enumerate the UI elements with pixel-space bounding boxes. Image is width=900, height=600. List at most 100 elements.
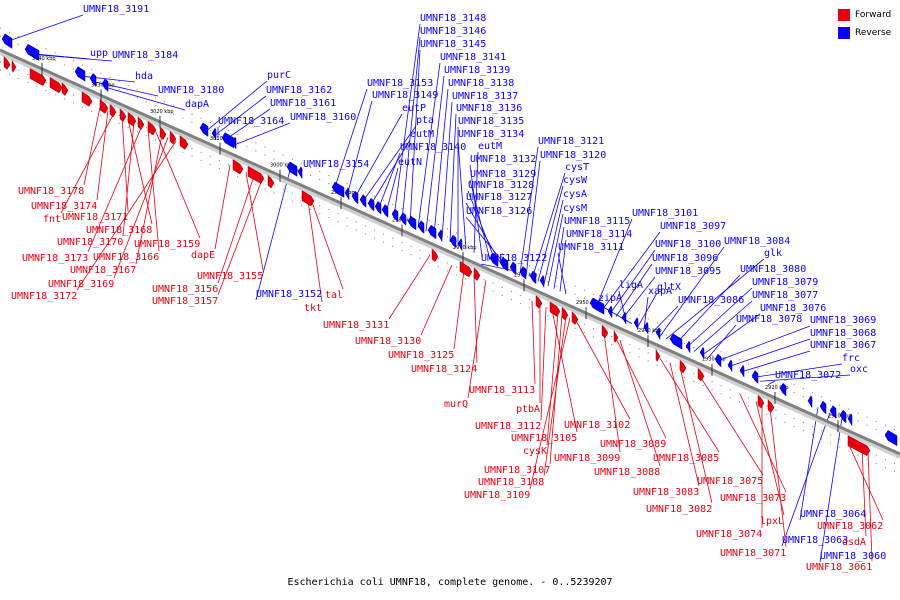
forward-gene-label[interactable]: UMNF18_3125 bbox=[388, 350, 454, 361]
reverse-gene[interactable] bbox=[829, 405, 837, 419]
reverse-gene-label[interactable]: UMNF18_3140 bbox=[400, 142, 466, 153]
forward-gene-label[interactable]: UMNF18_3170 bbox=[57, 237, 123, 248]
reverse-gene[interactable] bbox=[297, 166, 303, 180]
reverse-gene-label[interactable]: UMNF18_3139 bbox=[444, 65, 510, 76]
forward-gene-label[interactable]: UMNF18_3102 bbox=[564, 420, 630, 431]
reverse-gene[interactable] bbox=[819, 400, 827, 415]
reverse-gene-label[interactable]: hda bbox=[135, 71, 153, 82]
reverse-gene-label[interactable]: glk bbox=[764, 248, 782, 259]
forward-gene[interactable] bbox=[61, 82, 69, 96]
reverse-gene-label[interactable]: UMNF18_3153 bbox=[367, 78, 433, 89]
reverse-gene-label[interactable]: oxc bbox=[850, 364, 868, 375]
forward-gene-label[interactable]: UMNF18_3109 bbox=[464, 490, 530, 501]
reverse-gene[interactable] bbox=[407, 215, 417, 231]
forward-gene-label[interactable]: dsdA bbox=[842, 537, 866, 548]
reverse-gene[interactable] bbox=[199, 122, 209, 137]
reverse-gene-label[interactable]: UMNF18_3068 bbox=[810, 328, 876, 339]
reverse-gene[interactable] bbox=[529, 270, 537, 285]
reverse-gene-label[interactable]: UMNF18_3134 bbox=[458, 129, 524, 140]
reverse-gene[interactable] bbox=[351, 190, 359, 205]
forward-gene[interactable] bbox=[613, 329, 619, 343]
reverse-gene-label[interactable]: UMNF18_3115 bbox=[564, 216, 630, 227]
reverse-gene[interactable] bbox=[699, 346, 705, 361]
reverse-gene-label[interactable]: UMNF18_3135 bbox=[458, 116, 524, 127]
forward-gene-label[interactable]: UMNF18_3167 bbox=[70, 265, 136, 276]
reverse-gene[interactable] bbox=[231, 136, 237, 150]
reverse-gene[interactable] bbox=[589, 297, 605, 315]
reverse-gene[interactable] bbox=[286, 161, 298, 177]
forward-gene-label[interactable]: UMNF18_3159 bbox=[134, 239, 200, 250]
forward-gene-label[interactable]: tkt bbox=[304, 303, 322, 314]
reverse-gene-label[interactable]: UMNF18_3078 bbox=[736, 314, 802, 325]
reverse-gene-label[interactable]: UMNF18_3184 bbox=[112, 50, 178, 61]
reverse-gene[interactable] bbox=[221, 132, 235, 149]
forward-gene-label[interactable]: UMNF18_3071 bbox=[720, 548, 786, 559]
reverse-gene-label[interactable]: UMNF18_3100 bbox=[655, 239, 721, 250]
reverse-gene-label[interactable]: UMNF18_3063 bbox=[782, 535, 848, 546]
forward-gene-label[interactable]: UMNF18_3173 bbox=[22, 253, 88, 264]
reverse-gene-label[interactable]: UMNF18_3097 bbox=[660, 221, 726, 232]
forward-gene-label[interactable]: UMNF18_3083 bbox=[633, 487, 699, 498]
reverse-gene[interactable] bbox=[374, 200, 382, 215]
reverse-gene-label[interactable]: pta bbox=[416, 115, 434, 126]
reverse-gene[interactable] bbox=[839, 409, 847, 424]
forward-gene[interactable] bbox=[109, 103, 117, 118]
forward-gene[interactable] bbox=[232, 159, 244, 175]
forward-gene[interactable] bbox=[169, 130, 177, 145]
reverse-gene-label[interactable]: UMNF18_3160 bbox=[290, 112, 356, 123]
reverse-gene-label[interactable]: dapA bbox=[185, 99, 209, 110]
forward-gene-label[interactable]: UMNF18_3061 bbox=[806, 562, 872, 573]
reverse-gene[interactable] bbox=[633, 317, 639, 331]
forward-gene-label[interactable]: UMNF18_3174 bbox=[31, 201, 97, 212]
reverse-gene-label[interactable]: cysW bbox=[563, 175, 588, 186]
reverse-gene-label[interactable]: zipA bbox=[598, 293, 622, 304]
forward-gene-label[interactable]: UMNF18_3130 bbox=[355, 336, 421, 347]
forward-gene-label[interactable]: UMNF18_3178 bbox=[18, 186, 84, 197]
reverse-gene[interactable] bbox=[539, 274, 545, 289]
reverse-gene-label[interactable]: cysM bbox=[563, 203, 587, 214]
forward-gene[interactable] bbox=[49, 77, 63, 94]
reverse-gene[interactable] bbox=[669, 333, 683, 350]
reverse-gene-label[interactable]: eutP bbox=[402, 103, 426, 114]
reverse-gene[interactable] bbox=[367, 197, 375, 212]
forward-gene-label[interactable]: UMNF18_3062 bbox=[817, 521, 883, 532]
forward-gene-label[interactable]: dapE bbox=[191, 250, 215, 261]
reverse-gene[interactable] bbox=[344, 187, 350, 201]
reverse-gene-label[interactable]: UMNF18_3180 bbox=[158, 85, 224, 96]
reverse-gene-label[interactable]: UMNF18_3128 bbox=[468, 180, 534, 191]
reverse-gene-label[interactable]: UMNF18_3095 bbox=[655, 266, 721, 277]
reverse-gene-label[interactable]: UMNF18_3084 bbox=[724, 236, 790, 247]
forward-gene-label[interactable]: cysK bbox=[523, 446, 547, 457]
reverse-gene[interactable] bbox=[751, 370, 759, 384]
reverse-gene-label[interactable]: eutM bbox=[410, 129, 434, 140]
forward-gene[interactable] bbox=[561, 306, 569, 321]
reverse-gene-label[interactable]: UMNF18_3146 bbox=[420, 26, 486, 37]
forward-gene[interactable] bbox=[119, 108, 127, 122]
reverse-gene[interactable] bbox=[779, 382, 787, 397]
reverse-gene-label[interactable]: UMNF18_3137 bbox=[452, 91, 518, 102]
forward-gene-label[interactable]: UMNF18_3157 bbox=[152, 296, 218, 307]
forward-gene-label[interactable]: UMNF18_3124 bbox=[411, 364, 477, 375]
forward-gene[interactable] bbox=[301, 190, 315, 207]
reverse-gene[interactable] bbox=[489, 252, 499, 268]
forward-gene-label[interactable]: UMNF18_3074 bbox=[696, 529, 762, 540]
reverse-gene-label[interactable]: UMNF18_3067 bbox=[810, 340, 876, 351]
reverse-gene-label[interactable]: ligA bbox=[619, 280, 643, 291]
reverse-gene[interactable] bbox=[391, 208, 399, 223]
reverse-gene-label[interactable]: eutM bbox=[478, 141, 502, 152]
forward-gene[interactable] bbox=[549, 301, 561, 317]
forward-gene[interactable] bbox=[459, 261, 473, 278]
reverse-gene[interactable] bbox=[449, 234, 457, 249]
reverse-gene-label[interactable]: gltX bbox=[657, 282, 681, 293]
reverse-gene[interactable] bbox=[417, 220, 425, 234]
reverse-gene[interactable] bbox=[437, 229, 443, 243]
forward-gene-label[interactable]: UMNF18_3075 bbox=[697, 476, 763, 487]
reverse-gene[interactable] bbox=[714, 353, 722, 368]
reverse-gene-label[interactable]: UMNF18_3072 bbox=[775, 370, 841, 381]
reverse-gene[interactable] bbox=[381, 204, 389, 218]
reverse-gene-label[interactable]: UMNF18_3152 bbox=[256, 289, 322, 300]
forward-gene[interactable] bbox=[473, 267, 481, 281]
forward-gene[interactable] bbox=[127, 111, 137, 127]
reverse-gene-label[interactable]: UMNF18_3164 bbox=[218, 116, 284, 127]
reverse-gene[interactable] bbox=[807, 395, 813, 409]
